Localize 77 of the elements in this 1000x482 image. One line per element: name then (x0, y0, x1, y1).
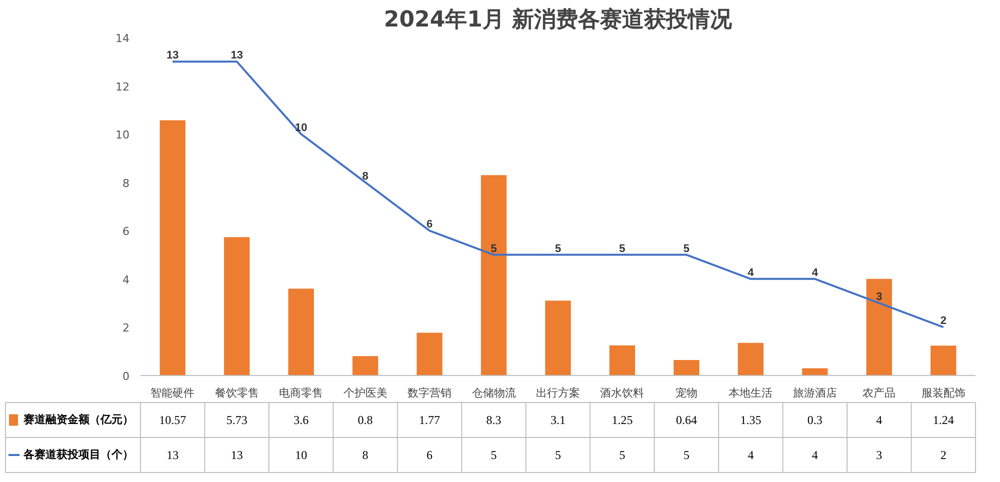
x-tick-label: 本地生活 (728, 386, 773, 400)
bar (224, 237, 250, 376)
annotation: 8 (362, 170, 368, 182)
bar (609, 345, 636, 376)
data-label: 4 (748, 448, 754, 462)
x-tick-label: 宠物 (675, 386, 698, 400)
data-label: 10 (295, 448, 308, 462)
data-label: 5 (490, 448, 497, 462)
data-label: 3.1 (550, 413, 566, 427)
data-label: 5 (619, 448, 626, 462)
bar (288, 288, 314, 376)
data-label: 1.77 (419, 413, 440, 427)
data-label: 1.35 (740, 413, 762, 427)
data-label: 3 (876, 448, 882, 462)
y-tick-label: 10 (116, 128, 130, 142)
annotation: 13 (230, 50, 243, 62)
bar (674, 360, 700, 376)
x-tick-label: 数字营销 (408, 386, 452, 400)
data-label: 8.3 (486, 413, 502, 427)
data-label: 5 (555, 448, 561, 462)
y-tick-label: 0 (122, 370, 130, 383)
bar (480, 175, 507, 376)
annotation: 4 (748, 266, 755, 279)
x-tick-label: 仓储物流 (472, 386, 516, 400)
y-tick-label: 6 (122, 225, 130, 238)
data-label: 1.25 (612, 413, 633, 427)
data-label: 5 (683, 448, 690, 462)
data-label: 1.24 (932, 413, 954, 427)
bar (930, 346, 956, 376)
y-tick-label: 14 (116, 32, 130, 45)
data-label: 8 (362, 448, 368, 462)
annotation: 3 (876, 291, 882, 304)
x-tick-label: 出行方案 (536, 386, 580, 400)
data-label: 4 (812, 448, 818, 462)
bar (352, 356, 378, 376)
bar (738, 342, 764, 376)
annotation: 5 (619, 242, 626, 255)
annotation: 10 (294, 122, 308, 134)
data-label: 13 (166, 448, 179, 462)
chart-title: 2024年1月 新消费各赛道获投情况 (384, 6, 734, 32)
y-tick-label: 4 (122, 273, 130, 286)
legend-label: 各赛道获投项目（个） (22, 448, 134, 461)
data-label: 4 (876, 413, 882, 427)
data-label: 0.3 (807, 413, 822, 427)
x-tick-label: 农产品 (862, 386, 896, 400)
y-tick-label: 2 (122, 322, 130, 335)
annotation: 4 (812, 266, 819, 279)
x-tick-label: 餐饮零售 (214, 386, 259, 400)
x-tick-label: 智能硬件 (150, 386, 195, 400)
x-tick-label: 旅游酒店 (792, 386, 837, 400)
data-label: 0.8 (358, 413, 373, 427)
annotation: 13 (166, 50, 179, 62)
data-label: 10.57 (159, 413, 186, 427)
x-tick-label: 服装配饰 (921, 386, 966, 400)
annotation: 5 (554, 242, 562, 255)
legend-label: 赛道融资金额（亿元） (22, 413, 134, 426)
data-label: 0.64 (676, 413, 697, 427)
bar (160, 120, 186, 376)
data-label: 13 (230, 448, 243, 462)
data-label: 2 (940, 448, 946, 462)
y-tick-label: 12 (116, 80, 130, 94)
data-label: 6 (426, 448, 433, 462)
data-label: 5.73 (226, 413, 248, 427)
x-tick-label: 电商零售 (279, 386, 324, 400)
bar (802, 368, 828, 376)
bar (416, 332, 442, 376)
annotation: 2 (940, 315, 946, 328)
line-series (172, 60, 944, 328)
bar (866, 278, 892, 376)
bar (545, 300, 571, 376)
annotation: 5 (683, 242, 690, 255)
annotation: 6 (426, 218, 433, 231)
x-tick-label: 个护医美 (343, 386, 388, 400)
data-label: 3.6 (294, 413, 309, 427)
y-tick-label: 8 (122, 176, 130, 190)
annotation: 5 (490, 242, 497, 255)
x-tick-label: 酒水饮料 (600, 386, 644, 400)
